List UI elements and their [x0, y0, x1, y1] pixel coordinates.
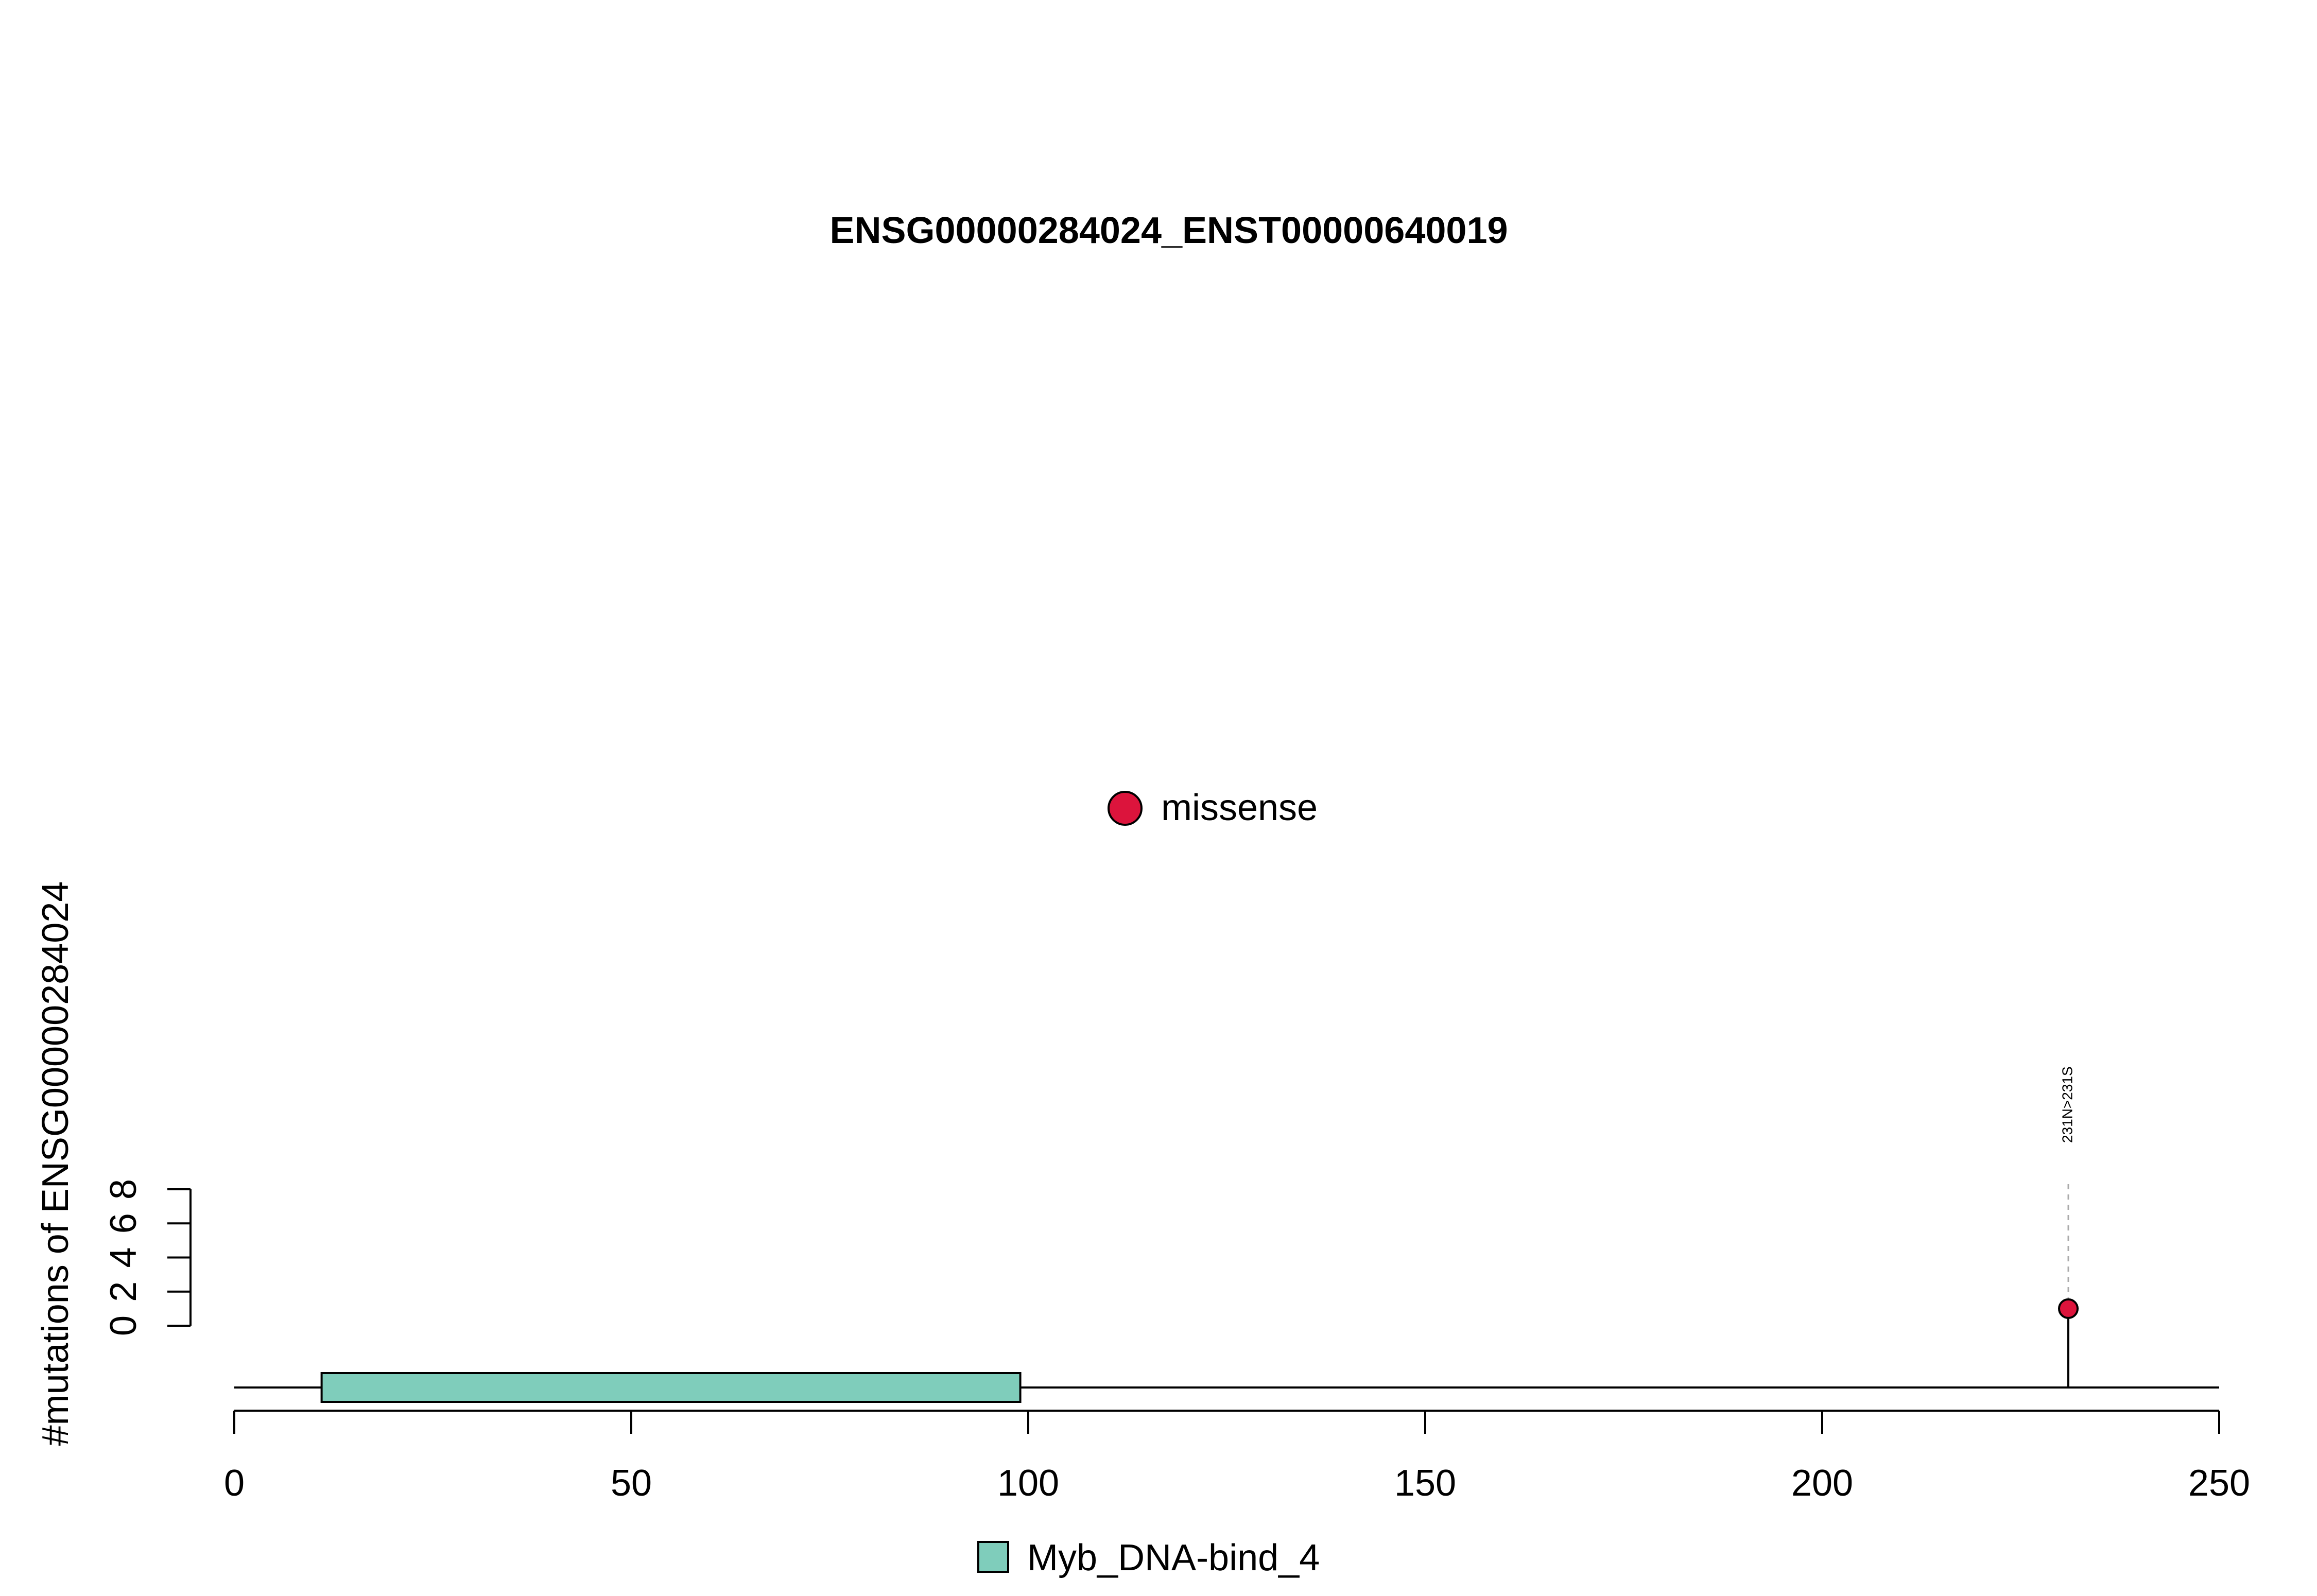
x-tick-label: 0: [224, 1463, 245, 1504]
legend-label-missense: missense: [1161, 787, 1318, 828]
y-axis: 0 2 4 6 8: [103, 1179, 192, 1336]
y-axis-label: #mutations of ENSG00000284024: [35, 881, 76, 1446]
x-axis: 0 50 100 150 200 250: [224, 1410, 2250, 1504]
legend-marker-missense: [1108, 791, 1143, 826]
x-tick-label: 150: [1394, 1463, 1456, 1504]
mutation-label: 231N>231S: [2059, 1066, 2075, 1143]
y-tick-label: 0: [103, 1315, 144, 1336]
x-tick-label: 100: [997, 1463, 1059, 1504]
x-tick-label: 200: [1791, 1463, 1853, 1504]
domain-Myb_DNA-bind_4: [320, 1372, 1022, 1403]
domain-legend: Myb_DNA-bind_4: [977, 1537, 1320, 1578]
x-tick-label: 250: [2188, 1463, 2250, 1504]
mutation-lollipops: 231N>231S: [2058, 1066, 2079, 1387]
legend-label-domain: Myb_DNA-bind_4: [1027, 1537, 1320, 1578]
y-tick-label: 8: [103, 1179, 144, 1200]
x-tick-label: 50: [611, 1463, 652, 1504]
y-tick-label: 6: [103, 1213, 144, 1234]
protein-track: [234, 1372, 2219, 1403]
mutation-legend: missense: [1108, 787, 1318, 828]
chart-title: ENSG00000284024_ENST00000640019: [829, 210, 1508, 251]
mutation-point: [2058, 1298, 2079, 1319]
legend-swatch-domain: [977, 1541, 1009, 1573]
y-tick-label: 2: [103, 1281, 144, 1302]
y-tick-label: 4: [103, 1247, 144, 1268]
